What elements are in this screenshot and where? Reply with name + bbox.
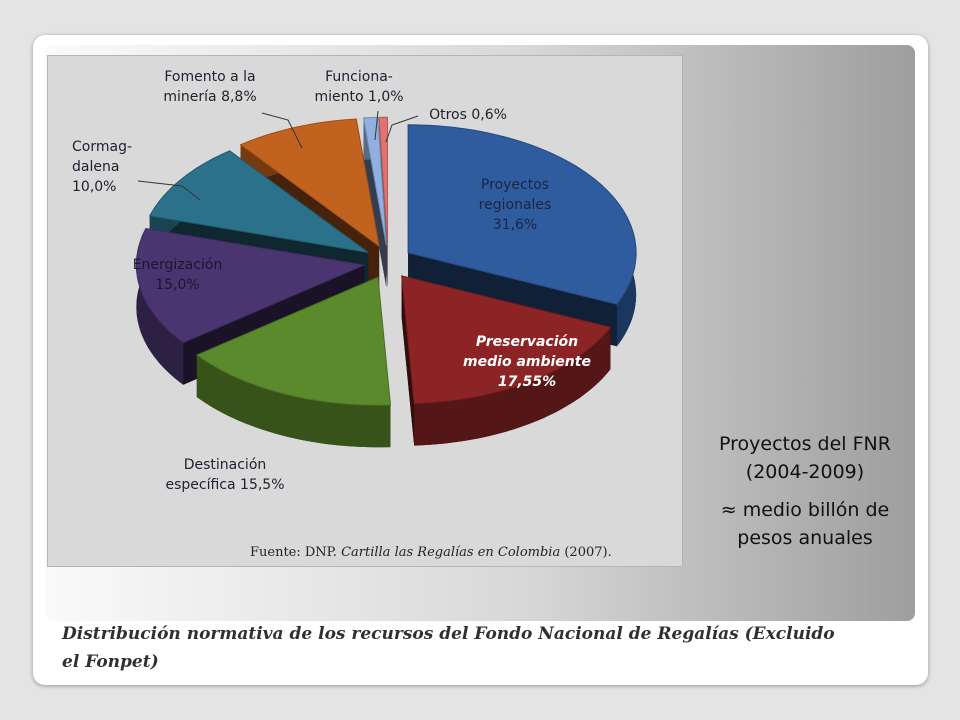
leader-line xyxy=(137,180,201,201)
slice-label: Energización 15,0% xyxy=(115,255,240,295)
value-label: 17,55% xyxy=(497,374,557,390)
pie-slice xyxy=(148,150,369,253)
source-title: Cartilla las Regalías en Colombia xyxy=(341,545,561,560)
slice-label: Destinación específica 15,5% xyxy=(165,455,285,495)
value-label: 10,0% xyxy=(72,179,117,195)
category-name: Cormag-dalena xyxy=(72,139,133,175)
slice-label: Fomento a la minería 8,8% xyxy=(150,67,270,107)
source-note: Fuente: DNP. Cartilla las Regalías en Co… xyxy=(250,545,612,560)
slice-side xyxy=(414,327,611,446)
value-label: 15,0% xyxy=(155,277,200,293)
pie-slice xyxy=(135,227,367,344)
leader-line xyxy=(374,110,379,141)
slice-label: Preservación medio ambiente 17,55% xyxy=(462,332,592,392)
slice-side xyxy=(136,228,184,385)
slice-label: Funciona-miento 1,0% xyxy=(313,67,405,107)
pie-slice xyxy=(407,124,637,305)
category-name: Otros xyxy=(429,107,467,123)
pie-slice xyxy=(401,275,612,405)
category-name: Fomento a la minería xyxy=(163,69,256,105)
value-label: 0,6% xyxy=(471,107,507,123)
side-note: Proyectos del FNR (2004-2009) ≈ medio bi… xyxy=(700,430,910,552)
value-label: 1,0% xyxy=(367,89,404,105)
pie-slice xyxy=(362,116,387,246)
category-name: Proyectos regionales xyxy=(478,177,552,213)
category-name: Destinación específica xyxy=(165,457,267,493)
slice-label: Cormag-dalena 10,0% xyxy=(72,137,152,197)
value-label: 8,8% xyxy=(221,89,257,105)
value-label: 15,5% xyxy=(240,477,285,493)
pie-slice xyxy=(239,118,380,248)
value-label: 31,6% xyxy=(492,217,538,233)
category-name: Energización xyxy=(132,257,223,273)
leader-line xyxy=(261,112,303,149)
slice-side xyxy=(196,355,391,448)
category-name: Funciona-miento xyxy=(314,69,393,105)
side-title: Proyectos del FNR (2004-2009) xyxy=(719,433,891,483)
source-prefix: Fuente: DNP. xyxy=(250,545,337,560)
slice-edge xyxy=(363,117,387,288)
caption: Distribución normativa de los recursos d… xyxy=(62,624,835,672)
slice-edge xyxy=(401,275,415,446)
side-text: ≈ medio billón de pesos anuales xyxy=(720,499,890,549)
leader-line xyxy=(385,115,419,143)
pie-slice xyxy=(195,276,392,406)
source-suffix: (2007). xyxy=(564,545,612,560)
category-name: Preservación medio ambiente xyxy=(463,334,591,370)
slice-label: Proyectos regionales 31,6% xyxy=(455,175,575,235)
slice-label: Otros 0,6% xyxy=(418,105,518,125)
